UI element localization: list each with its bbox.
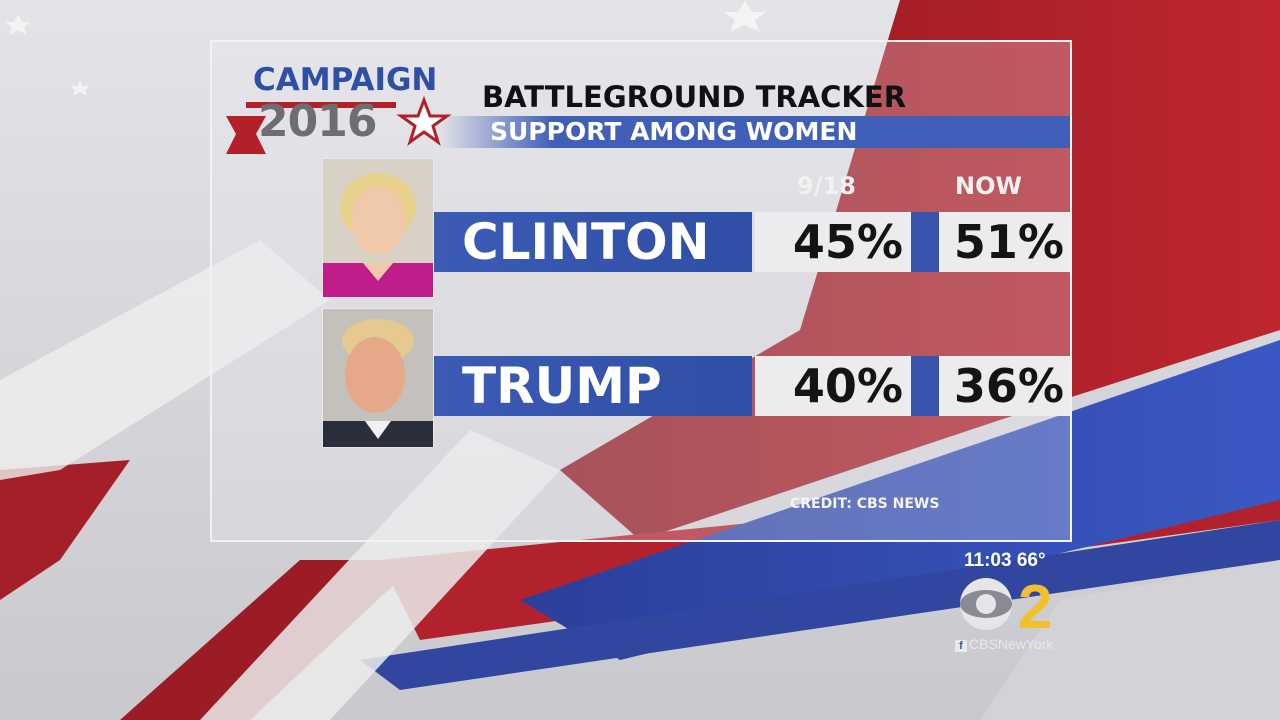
- value-previous: 40%: [792, 359, 903, 413]
- channel-number: 2: [1018, 573, 1052, 636]
- cbs-eye-logo: 2: [960, 573, 1052, 636]
- column-header-now: NOW: [955, 172, 1022, 200]
- subtitle-bar: [440, 116, 1070, 148]
- trump-photo: [322, 308, 434, 448]
- value-box: [755, 356, 911, 416]
- campaign-logo: [226, 95, 452, 154]
- name-bar: [434, 212, 752, 272]
- name-bar: [434, 356, 752, 416]
- value-box: [939, 356, 1070, 416]
- column-header-previous: 9/18: [797, 172, 856, 200]
- value-now: 51%: [953, 215, 1064, 269]
- time-temperature: 11:03 66°: [964, 550, 1046, 571]
- value-now: 36%: [953, 359, 1064, 413]
- candidate-name: CLINTON: [462, 213, 710, 271]
- value-box: [755, 212, 911, 272]
- logo-campaign-text: CAMPAIGN: [253, 62, 438, 98]
- logo-year-text: 2016: [258, 96, 377, 147]
- value-box: [939, 212, 1070, 272]
- credit-text: CREDIT: CBS NEWS: [790, 496, 940, 512]
- facebook-icon: f: [955, 640, 967, 652]
- social-handle: f CBSNewYork: [955, 636, 1053, 652]
- chart-title: BATTLEGROUND TRACKER: [482, 80, 907, 114]
- value-previous: 45%: [792, 215, 903, 269]
- chart-subtitle: SUPPORT AMONG WOMEN: [490, 117, 858, 146]
- divider: [911, 212, 939, 272]
- divider: [911, 356, 939, 416]
- candidate-name: TRUMP: [462, 357, 662, 415]
- clinton-photo: [322, 158, 434, 298]
